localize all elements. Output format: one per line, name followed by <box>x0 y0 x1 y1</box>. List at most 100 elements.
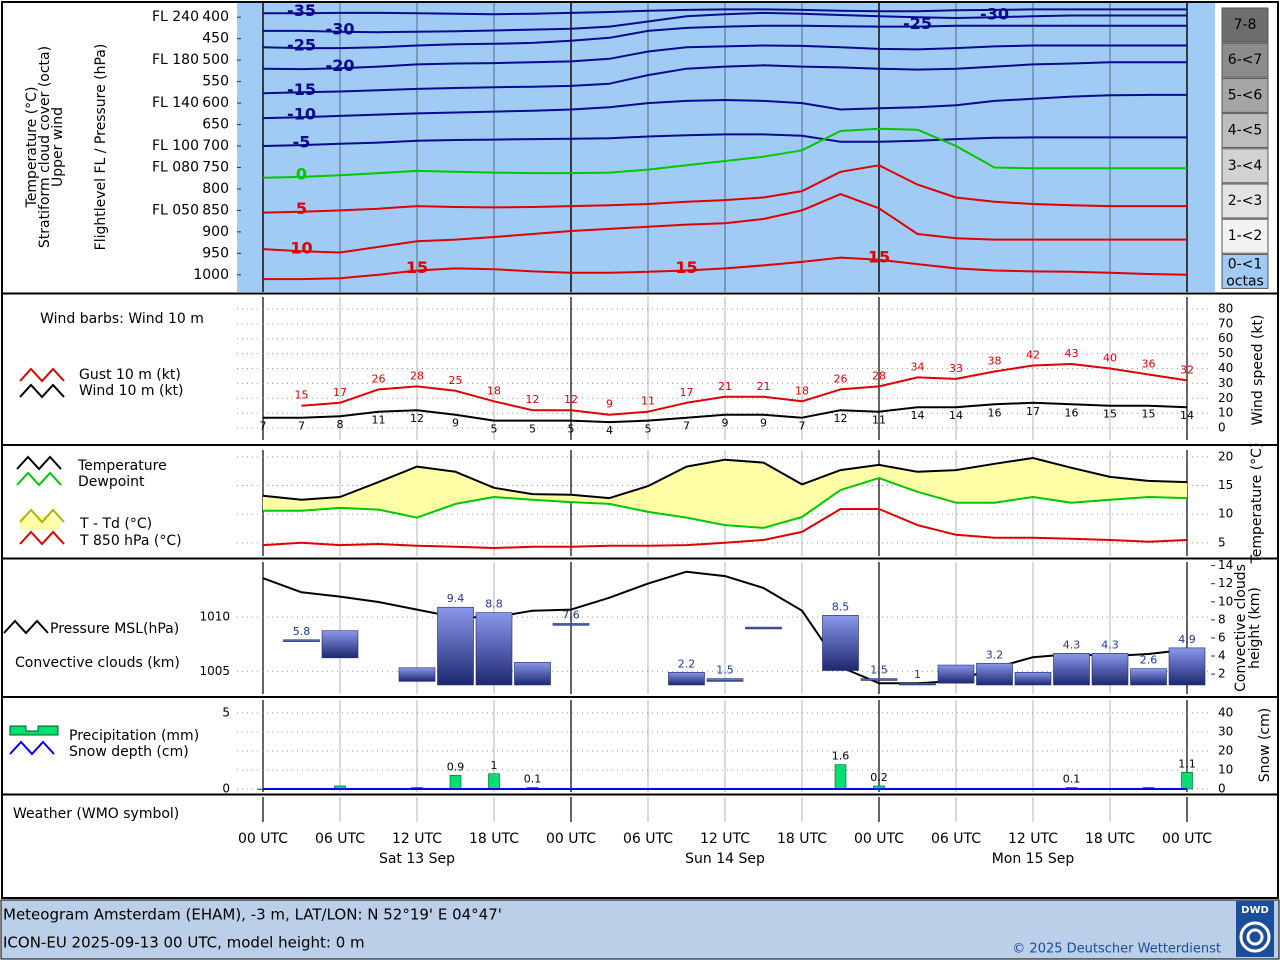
y-tick-label: 40 <box>1218 361 1233 375</box>
day-label: Sat 13 Sep <box>379 851 455 867</box>
day-label: Sun 14 Sep <box>685 851 765 867</box>
isotherm <box>262 93 1187 120</box>
isotherm-label: -15 <box>287 80 316 99</box>
y-tick-label: 800 <box>202 181 229 197</box>
bar <box>706 678 744 682</box>
bar <box>449 775 462 790</box>
logo-swirl <box>1239 921 1271 953</box>
y-tick-label: 900 <box>202 224 229 240</box>
value-label: 18 <box>487 384 501 397</box>
legend-swatch <box>1221 77 1269 113</box>
legend-icon <box>16 455 62 471</box>
footer: Meteogram Amsterdam (EHAM), -3 m, LAT/LO… <box>0 899 1280 960</box>
value-label: 0.1 <box>1063 772 1081 785</box>
legend-icon <box>3 619 49 635</box>
y-tick-label: 20 <box>1218 449 1233 463</box>
isotherm-label: 10 <box>290 239 312 258</box>
value-label: 9.4 <box>447 592 465 605</box>
legend-label: Dewpoint <box>78 474 145 490</box>
isotherm <box>263 11 1187 34</box>
legend-label: 1-<2 <box>1228 228 1263 244</box>
isotherm-label: -25 <box>903 14 932 33</box>
value-label: 0.2 <box>870 771 888 784</box>
footer-background <box>0 899 1280 960</box>
y-axis-label: Convective clouds <box>1233 564 1249 692</box>
contour-layer <box>262 8 1188 281</box>
y-tick-label: 600 <box>202 95 229 111</box>
legend-icon <box>19 383 65 399</box>
value-label: 43 <box>1065 347 1079 360</box>
value-label: 14 <box>949 409 963 422</box>
axis-title: Stratiform cloud cover (octa) <box>37 46 53 248</box>
y2-tick-label: 6 <box>1218 630 1226 644</box>
legend-label: 3-<4 <box>1228 158 1263 174</box>
bar <box>976 662 1013 686</box>
bar <box>1053 653 1090 686</box>
value-label: 12 <box>834 412 848 425</box>
y-tick-label: 70 <box>1218 316 1233 330</box>
legend-icon <box>20 516 60 530</box>
x-tick-label: 12 UTC <box>700 831 750 847</box>
x-tick-label: 06 UTC <box>931 831 981 847</box>
isotherm <box>263 256 1188 281</box>
bar <box>514 662 551 686</box>
value-label: 12 <box>526 393 540 406</box>
value-label: 11 <box>641 395 655 408</box>
legend-swatch <box>1221 7 1269 43</box>
value-label: 1.5 <box>870 664 888 677</box>
legend-label: Wind 10 m (kt) <box>79 383 184 399</box>
value-label: 34 <box>911 360 925 373</box>
value-label: 8.5 <box>832 600 850 613</box>
y2-tick-label: 4 <box>1218 649 1226 663</box>
legend-label: Pressure MSL(hPa) <box>50 621 179 637</box>
isotherm-label: 5 <box>296 199 307 218</box>
y-tick-label: 15 <box>1218 478 1233 492</box>
value-label: 12 <box>564 393 578 406</box>
legend-label: Convective clouds (km) <box>15 655 180 671</box>
x-tick-label: 18 UTC <box>777 831 827 847</box>
bar <box>488 773 500 790</box>
y-tick-label: 0 <box>1218 421 1226 435</box>
x-tick-label: 00 UTC <box>854 831 904 847</box>
value-label: 11 <box>872 414 886 427</box>
bar <box>1091 653 1129 686</box>
isotherm <box>262 164 1187 214</box>
bar <box>1181 771 1193 790</box>
copyright: © 2025 Deutscher Wetterdienst <box>1012 942 1221 957</box>
x-tick-label: 06 UTC <box>315 831 365 847</box>
isotherm <box>262 44 1187 71</box>
legend-label: Snow depth (cm) <box>69 744 189 760</box>
value-label: 40 <box>1103 352 1117 365</box>
x-tick-label: 00 UTC <box>546 831 596 847</box>
y-tick-label: 20 <box>1218 391 1233 405</box>
value-label: 36 <box>1142 357 1156 370</box>
series-line <box>262 570 1188 685</box>
y-tick-label: 50 <box>1218 346 1233 360</box>
y-tick-label: 650 <box>202 117 229 133</box>
value-label: 17 <box>333 386 347 399</box>
frame <box>1 1 1279 899</box>
value-label: 7.6 <box>562 608 580 621</box>
y-tick-label: 500 <box>202 52 229 68</box>
isotherm-label: 15 <box>406 258 428 277</box>
flight-level-label: FL 050 <box>152 202 199 218</box>
bar <box>475 612 513 686</box>
axis-title: Upper wind <box>50 107 66 187</box>
value-label: 7 <box>683 420 690 433</box>
bar <box>1014 672 1052 686</box>
bar <box>321 630 359 659</box>
y2-tick-label: 0 <box>1218 781 1226 795</box>
legend-icon <box>19 508 65 524</box>
y2-tick-label: 30 <box>1218 724 1233 738</box>
y-axis-label: height (km) <box>1247 587 1263 669</box>
y2-tick-label: 12 <box>1218 576 1233 590</box>
x-tick-label: 12 UTC <box>392 831 442 847</box>
y-tick-label: 5 <box>1218 535 1226 549</box>
value-label: 1 <box>491 759 498 772</box>
value-label: 2.6 <box>1140 654 1158 667</box>
value-label: 8.8 <box>485 598 503 611</box>
y2-tick-label: 10 <box>1218 762 1233 776</box>
x-tick-label: 00 UTC <box>238 831 288 847</box>
legend-swatch <box>1221 42 1269 78</box>
